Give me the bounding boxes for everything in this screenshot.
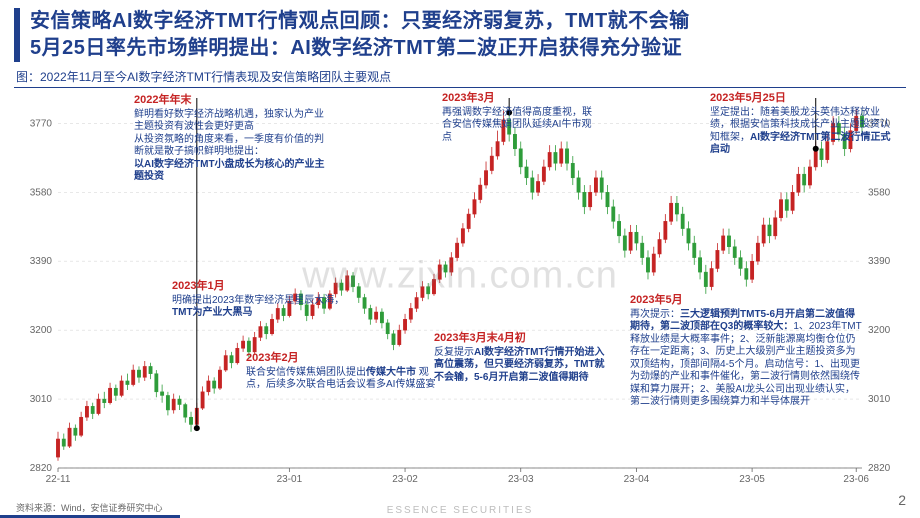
svg-text:3200: 3200 [30, 325, 53, 336]
annotation-a1: 2022年年末鲜明看好数字经济战略机遇，独家认为产业主题投资有波性会更好更高从投… [134, 94, 326, 184]
annotation-body: 再强调数字经济值得高度重视，联合安信传媒焦娟团队延续AI牛市观点 [442, 107, 592, 145]
title-line-1: 安信策略AI数字经济TMT行情观点回顾：只要经济弱复苏，TMT就不会输 [30, 8, 906, 35]
title-line-2: 5月25日率先市场鲜明提出：AI数字经济TMT第二波正开启获得充分验证 [30, 35, 906, 62]
annotation-title: 2023年3月末4月初 [434, 332, 610, 346]
annotation-title: 2023年2月 [246, 352, 436, 366]
annotation-title: 2023年5月25日 [710, 92, 894, 106]
annotation-a2: 2023年1月明确提出2023年数字经济是星辰大海，TMT为产业大黑马 [172, 280, 352, 320]
svg-text:23-06: 23-06 [843, 474, 869, 485]
svg-text:2820: 2820 [30, 463, 53, 474]
chart-caption: 图：2022年11月至今AI数字经济TMT行情表现及安信策略团队主要观点 [16, 68, 906, 85]
annotation-a5: 2023年3月末4月初反复提示AI数字经济TMT行情开始进入高位震荡，但只要经济… [434, 332, 610, 384]
svg-text:3010: 3010 [30, 394, 53, 405]
annotation-body: 坚定提出：随着美股龙头英伟达释放业绩，根据安信策科技成长产业主题投资认知框架，A… [710, 107, 894, 157]
annotation-title: 2023年5月 [630, 294, 864, 308]
annotation-a7: 2023年5月25日坚定提出：随着美股龙头英伟达释放业绩，根据安信策科技成长产业… [710, 92, 894, 157]
svg-text:3200: 3200 [868, 325, 891, 336]
chart-area: 2820 2820 3010 3010 3200 3200 3390 3390 3580 3580… [14, 92, 906, 492]
annotation-a4: 2023年3月再强调数字经济值得高度重视，联合安信传媒焦娟团队延续AI牛市观点 [442, 92, 592, 144]
title-block: 安信策略AI数字经济TMT行情观点回顾：只要经济弱复苏，TMT就不会输 5月25… [14, 8, 906, 62]
svg-text:3580: 3580 [868, 187, 891, 198]
slide-page: 安信策略AI数字经济TMT行情观点回顾：只要经济弱复苏，TMT就不会输 5月25… [0, 0, 920, 518]
annotation-a6: 2023年5月再次提示：三大逻辑预判TMT5-6月开启第二波值得期待，第二波顶部… [630, 294, 864, 409]
annotation-body: 反复提示AI数字经济TMT行情开始进入高位震荡，但只要经济弱复苏，TMT就不会输… [434, 347, 610, 385]
svg-text:23-02: 23-02 [392, 474, 418, 485]
annotation-body: 鲜明看好数字经济战略机遇，独家认为产业主题投资有波性会更好更高从投资氛略的角度来… [134, 109, 326, 184]
divider [14, 87, 906, 88]
svg-text:23-03: 23-03 [508, 474, 534, 485]
svg-text:22-11: 22-11 [46, 474, 71, 485]
svg-text:23-04: 23-04 [624, 474, 650, 485]
svg-text:3390: 3390 [868, 256, 891, 267]
svg-text:23-01: 23-01 [277, 474, 303, 485]
annotation-a3: 2023年2月联合安信传媒焦娟团队提出传媒大牛市 观点，后续多次联合电话会议看多… [246, 352, 436, 392]
annotation-title: 2022年年末 [134, 94, 326, 108]
brand-footer: ESSENCE SECURITIES [387, 505, 534, 516]
data-source-footer: 资料来源：Wind，安信证券研究中心 [16, 501, 163, 514]
svg-text:3580: 3580 [30, 187, 53, 198]
annotation-body: 再次提示：三大逻辑预判TMT5-6月开启第二波值得期待，第二波顶部在Q3的概率较… [630, 309, 864, 409]
annotation-body: 明确提出2023年数字经济是星辰大海，TMT为产业大黑马 [172, 295, 352, 320]
annotation-title: 2023年1月 [172, 280, 352, 294]
svg-text:23-05: 23-05 [739, 474, 765, 485]
svg-text:2820: 2820 [868, 463, 891, 474]
svg-text:3390: 3390 [30, 256, 53, 267]
annotation-title: 2023年3月 [442, 92, 592, 106]
annotation-body: 联合安信传媒焦娟团队提出传媒大牛市 观点，后续多次联合电话会议看多AI传媒盛宴 [246, 367, 436, 392]
svg-text:3010: 3010 [868, 394, 891, 405]
svg-text:3770: 3770 [30, 118, 53, 129]
page-number: 2 [898, 492, 906, 508]
